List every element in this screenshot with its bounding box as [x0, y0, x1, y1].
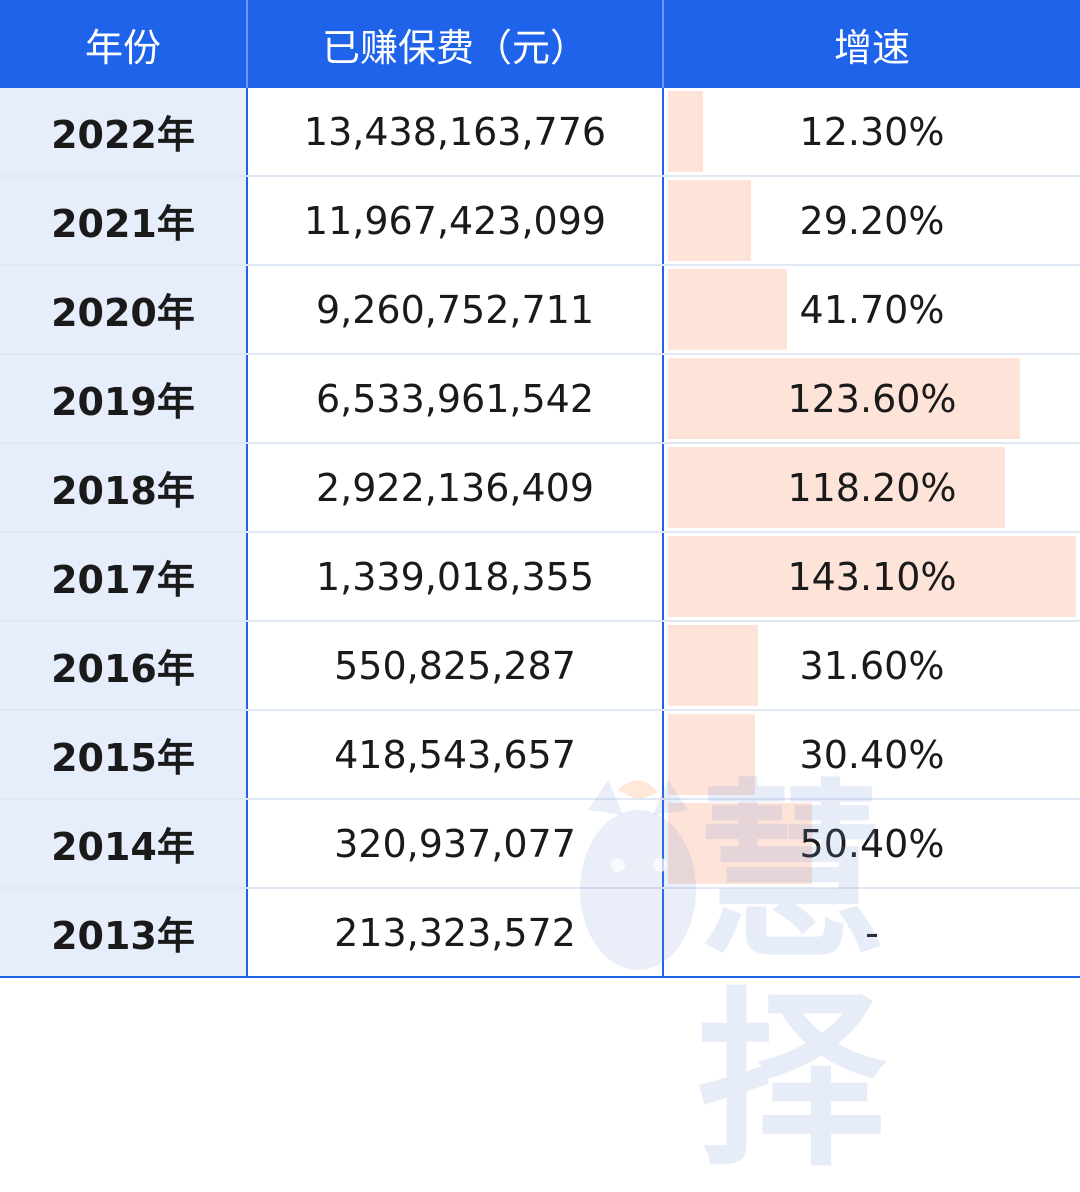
growth-value: 118.20%: [787, 465, 957, 510]
header-year: 年份: [0, 0, 248, 88]
growth-value: 30.40%: [799, 732, 945, 777]
growth-cell: 12.30%: [663, 88, 1080, 177]
growth-cell: 50.40%: [663, 799, 1080, 889]
year-cell: 2019年: [0, 354, 248, 444]
growth-value: 41.70%: [799, 287, 945, 332]
premium-cell: 9,260,752,711: [247, 265, 664, 355]
table-row: 2020年 9,260,752,711 41.70%: [0, 265, 1080, 355]
growth-cell: -: [663, 888, 1080, 976]
table-row: 2015年 418,543,657 30.40%: [0, 710, 1080, 800]
growth-bar: [668, 180, 751, 261]
year-cell: 2022年: [0, 88, 248, 177]
growth-cell: 123.60%: [663, 354, 1080, 444]
growth-cell: 31.60%: [663, 621, 1080, 711]
growth-cell: 143.10%: [663, 532, 1080, 622]
table-row: 2018年 2,922,136,409 118.20%: [0, 443, 1080, 533]
premium-cell: 550,825,287: [247, 621, 664, 711]
year-cell: 2017年: [0, 532, 248, 622]
year-cell: 2015年: [0, 710, 248, 800]
growth-cell: 41.70%: [663, 265, 1080, 355]
growth-bar: [668, 269, 787, 350]
growth-value: 12.30%: [799, 109, 945, 154]
table-row: 2017年 1,339,018,355 143.10%: [0, 532, 1080, 622]
growth-bar: [668, 625, 758, 706]
growth-value: 31.60%: [799, 643, 945, 688]
year-cell: 2021年: [0, 176, 248, 266]
premium-cell: 11,967,423,099: [247, 176, 664, 266]
premium-table: 年份 已赚保费（元） 增速 2022年 13,438,163,776 12.30% 2…: [0, 0, 1080, 976]
growth-bar: [668, 714, 755, 795]
growth-bar: [668, 803, 812, 884]
growth-value: -: [865, 910, 879, 955]
premium-cell: 6,533,961,542: [247, 354, 664, 444]
growth-value: 123.60%: [787, 376, 957, 421]
premium-cell: 213,323,572: [247, 888, 664, 976]
year-cell: 2014年: [0, 799, 248, 889]
growth-bar: [668, 91, 703, 172]
growth-cell: 29.20%: [663, 176, 1080, 266]
header-premium: 已赚保费（元）: [247, 0, 664, 88]
table-row: 2016年 550,825,287 31.60%: [0, 621, 1080, 711]
premium-cell: 418,543,657: [247, 710, 664, 800]
growth-value: 143.10%: [787, 554, 957, 599]
table-row: 2021年 11,967,423,099 29.20%: [0, 176, 1080, 266]
year-cell: 2013年: [0, 888, 248, 976]
table-row: 2013年 213,323,572 -: [0, 888, 1080, 976]
table-row: 2014年 320,937,077 50.40%: [0, 799, 1080, 889]
growth-cell: 30.40%: [663, 710, 1080, 800]
year-cell: 2018年: [0, 443, 248, 533]
growth-value: 29.20%: [799, 198, 945, 243]
table-row: 2019年 6,533,961,542 123.60%: [0, 354, 1080, 444]
table-row: 2022年 13,438,163,776 12.30%: [0, 88, 1080, 177]
table-header-row: 年份 已赚保费（元） 增速: [0, 0, 1080, 88]
header-growth: 增速: [663, 0, 1080, 88]
growth-bar: [668, 358, 1020, 439]
growth-value: 50.40%: [799, 821, 945, 866]
year-cell: 2020年: [0, 265, 248, 355]
premium-cell: 13,438,163,776: [247, 88, 664, 177]
growth-bar: [668, 536, 1076, 617]
table-body: 2022年 13,438,163,776 12.30% 2021年 11,967,423…: [0, 88, 1080, 976]
growth-cell: 118.20%: [663, 443, 1080, 533]
growth-bar: [668, 447, 1005, 528]
premium-cell: 2,922,136,409: [247, 443, 664, 533]
premium-cell: 1,339,018,355: [247, 532, 664, 622]
premium-table-container: 年份 已赚保费（元） 增速 2022年 13,438,163,776 12.30% 2…: [0, 0, 1080, 978]
year-cell: 2016年: [0, 621, 248, 711]
premium-cell: 320,937,077: [247, 799, 664, 889]
